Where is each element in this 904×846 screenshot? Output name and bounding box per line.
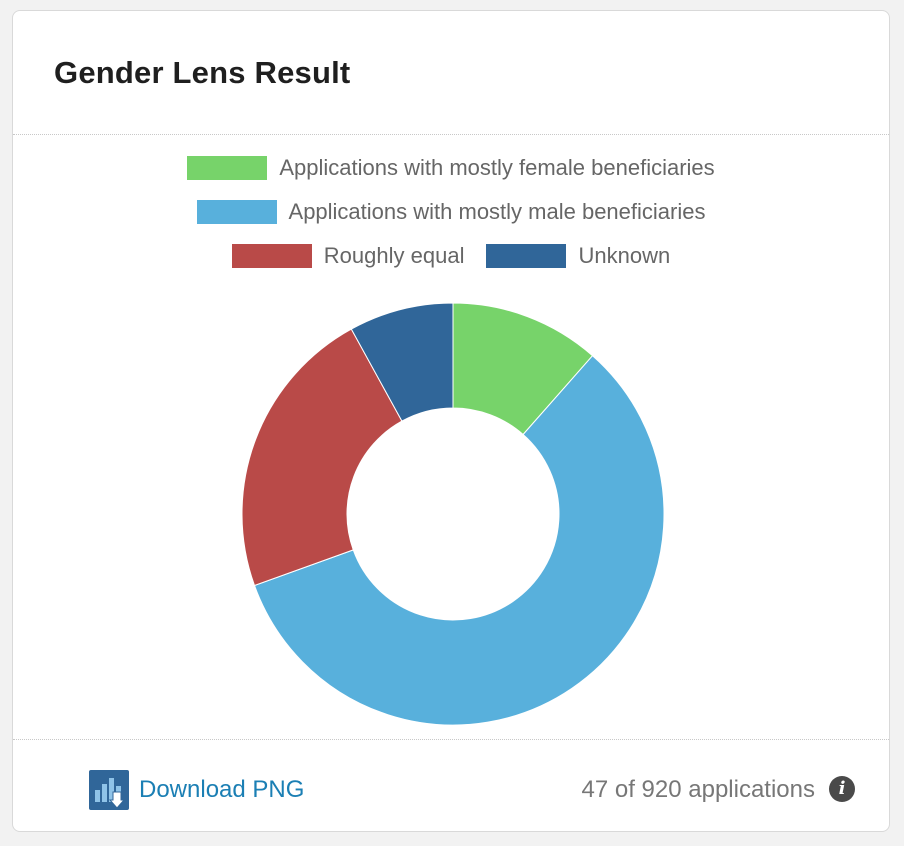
- legend-swatch-equal: [231, 244, 312, 268]
- legend-label-female: Applications with mostly female benefici…: [279, 155, 715, 180]
- legend-row-3: Roughly equal Unknown: [13, 243, 889, 269]
- legend-item-female[interactable]: Applications with mostly female benefici…: [187, 155, 715, 181]
- legend-row-2: Applications with mostly male beneficiar…: [13, 199, 889, 225]
- legend-item-male[interactable]: Applications with mostly male beneficiar…: [196, 199, 706, 225]
- legend-swatch-unknown: [486, 244, 567, 268]
- legend-swatch-female: [187, 156, 268, 180]
- card-footer: Download PNG 47 of 920 applications i: [13, 739, 889, 831]
- application-count: 47 of 920 applications: [581, 776, 815, 803]
- donut-slice-equal[interactable]: [241, 328, 403, 587]
- gender-lens-card: Gender Lens Result Applications with mos…: [12, 10, 890, 832]
- donut-slice-male[interactable]: [253, 355, 665, 726]
- info-icon[interactable]: i: [829, 776, 855, 802]
- legend-item-unknown[interactable]: Unknown: [486, 243, 670, 269]
- legend-row-1: Applications with mostly female benefici…: [13, 155, 889, 181]
- legend-label-unknown: Unknown: [578, 243, 671, 268]
- legend-label-male: Applications with mostly male beneficiar…: [288, 199, 706, 224]
- chart-download-icon: [89, 770, 129, 810]
- chart-area: Applications with mostly female benefici…: [13, 135, 889, 739]
- legend-item-equal[interactable]: Roughly equal: [231, 243, 465, 269]
- card-title: Gender Lens Result: [54, 55, 351, 90]
- legend-label-equal: Roughly equal: [323, 243, 465, 268]
- donut-slice-unknown[interactable]: [350, 302, 454, 422]
- donut-chart: [241, 302, 665, 726]
- card-header: Gender Lens Result: [13, 11, 889, 135]
- legend-swatch-male: [196, 200, 277, 224]
- download-png-label: Download PNG: [139, 776, 305, 803]
- download-png-button[interactable]: Download PNG: [89, 770, 304, 810]
